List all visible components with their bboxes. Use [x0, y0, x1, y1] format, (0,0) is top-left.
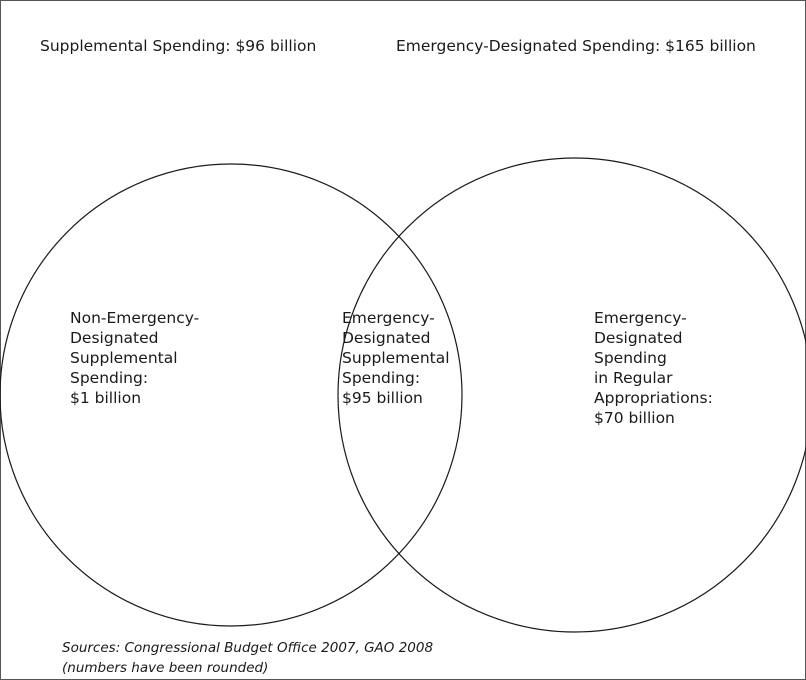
region-value: $95 billion — [342, 389, 423, 407]
region-emergency-regular-appropriations: Emergency- Designated Spending in Regula… — [594, 308, 713, 428]
emergency-designated-spending-circle — [337, 157, 806, 633]
region-label-line: Designated — [594, 329, 683, 347]
region-label-line: Non-Emergency- — [70, 309, 200, 327]
sources-rounding-note: (numbers have been rounded) — [62, 660, 269, 676]
region-label-line: Designated — [342, 329, 431, 347]
region-value: $70 billion — [594, 409, 675, 427]
supplemental-spending-title: Supplemental Spending: $96 billion — [40, 37, 317, 55]
region-label-line: in Regular — [594, 369, 673, 387]
sources-note: Sources: Congressional Budget Office 200… — [62, 638, 433, 678]
supplemental-spending-circle — [0, 163, 463, 627]
region-label-line: Supplemental — [70, 349, 178, 367]
region-label-line: Supplemental — [342, 349, 450, 367]
region-label-line: Spending — [594, 349, 667, 367]
emergency-designated-spending-title: Emergency-Designated Spending: $165 bill… — [396, 37, 756, 55]
region-label-line: Designated — [70, 329, 159, 347]
region-label-line: Spending: — [70, 369, 149, 387]
region-label-line: Emergency- — [594, 309, 687, 327]
region-emergency-supplemental: Emergency- Designated Supplemental Spend… — [342, 308, 450, 408]
region-non-emergency-supplemental: Non-Emergency- Designated Supplemental S… — [70, 308, 199, 408]
sources-line: Sources: Congressional Budget Office 200… — [62, 640, 434, 656]
region-label-line: Emergency- — [342, 309, 435, 327]
region-value: $1 billion — [70, 389, 142, 407]
region-label-line: Appropriations: — [594, 389, 713, 407]
region-label-line: Spending: — [342, 369, 421, 387]
